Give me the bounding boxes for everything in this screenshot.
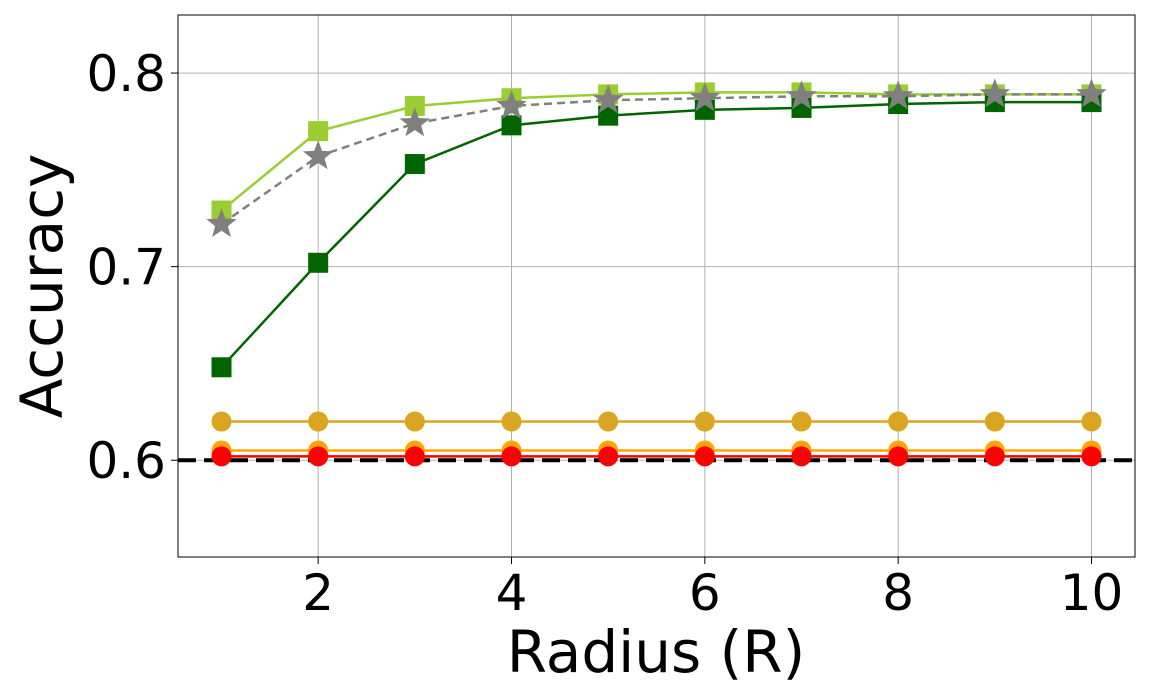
marker bbox=[888, 446, 909, 467]
marker bbox=[1081, 411, 1102, 432]
marker bbox=[308, 121, 329, 142]
marker bbox=[1076, 78, 1107, 108]
series-line bbox=[220, 91, 1092, 212]
marker bbox=[399, 107, 431, 137]
marker bbox=[786, 80, 817, 110]
y-tick-label: 0.6 bbox=[86, 432, 166, 490]
plot-frame bbox=[177, 14, 1136, 558]
marker bbox=[501, 411, 522, 432]
marker bbox=[791, 411, 812, 432]
marker bbox=[404, 446, 425, 467]
x-tick-label: 2 bbox=[302, 564, 334, 622]
marker bbox=[592, 84, 624, 114]
x-tick-label: 10 bbox=[1060, 564, 1124, 622]
x-axis-label: Radius (R) bbox=[507, 618, 805, 686]
marker bbox=[206, 208, 237, 237]
marker bbox=[308, 411, 329, 432]
marker bbox=[689, 82, 721, 112]
marker bbox=[598, 446, 619, 467]
marker bbox=[694, 446, 715, 467]
x-tick-label: 8 bbox=[882, 564, 914, 622]
marker bbox=[501, 115, 522, 136]
y-tick-label: 0.8 bbox=[86, 45, 166, 103]
marker bbox=[882, 80, 914, 110]
marker bbox=[211, 357, 232, 378]
marker bbox=[598, 105, 619, 126]
marker bbox=[501, 446, 522, 467]
marker bbox=[404, 411, 425, 432]
marker bbox=[308, 252, 329, 273]
marker bbox=[984, 446, 1005, 467]
marker bbox=[211, 446, 232, 467]
series-line bbox=[220, 100, 1092, 369]
marker bbox=[984, 411, 1005, 432]
marker bbox=[979, 78, 1011, 108]
marker bbox=[791, 446, 812, 467]
marker bbox=[308, 446, 329, 467]
marker bbox=[404, 95, 425, 116]
y-tick-label: 0.7 bbox=[86, 239, 166, 297]
marker bbox=[694, 411, 715, 432]
marker bbox=[496, 90, 527, 119]
x-tick-label: 4 bbox=[496, 564, 528, 622]
y-axis-label: Accuracy bbox=[8, 154, 76, 419]
marker bbox=[1081, 446, 1102, 467]
marker bbox=[888, 411, 909, 432]
series-line bbox=[220, 93, 1092, 226]
marker bbox=[211, 411, 232, 432]
x-tick-label: 6 bbox=[689, 564, 721, 622]
marker bbox=[302, 140, 334, 170]
marker bbox=[598, 411, 619, 432]
marker bbox=[404, 154, 425, 175]
